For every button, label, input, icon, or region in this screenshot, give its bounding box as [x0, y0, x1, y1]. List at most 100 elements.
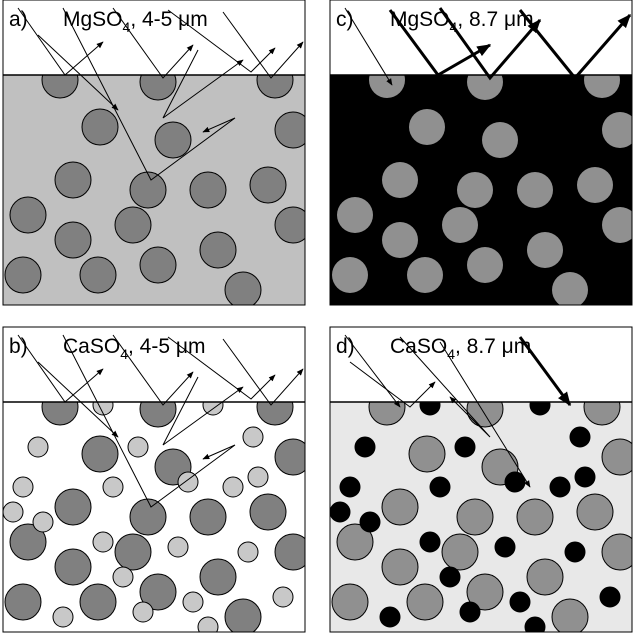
large-particle	[190, 499, 226, 535]
large-particle	[140, 247, 176, 283]
large-particle	[552, 272, 588, 308]
panel-label: b)	[9, 335, 28, 358]
panel-title: CaSO4, 4-5 μm	[63, 335, 205, 362]
small-particle	[340, 477, 360, 497]
large-particle	[190, 172, 226, 208]
large-particle	[382, 162, 418, 198]
large-particle	[584, 62, 620, 98]
large-particle	[602, 439, 634, 475]
large-particle	[225, 272, 261, 308]
large-particle	[332, 257, 368, 293]
small-particle	[273, 587, 293, 607]
small-particle	[33, 512, 53, 532]
large-particle	[337, 197, 373, 233]
small-particle	[330, 502, 350, 522]
large-particle	[467, 391, 503, 427]
large-particle	[80, 584, 116, 620]
subscript: 4	[120, 346, 128, 362]
large-particle	[527, 559, 563, 595]
formula: CaSO	[63, 335, 120, 358]
ray	[223, 339, 303, 405]
large-particle	[409, 436, 445, 472]
large-particle	[407, 584, 443, 620]
large-particle	[382, 222, 418, 258]
small-particle	[460, 602, 480, 622]
large-particle	[257, 62, 293, 98]
large-particle	[5, 257, 41, 293]
large-particle	[442, 207, 478, 243]
small-particle	[510, 592, 530, 612]
large-particle	[155, 122, 191, 158]
large-particle	[275, 207, 311, 243]
small-particle	[93, 395, 113, 415]
ray	[350, 362, 435, 407]
formula: MgSO	[390, 8, 450, 31]
small-particle	[53, 607, 73, 627]
panel: b) CaSO4, 4-5 μm	[3, 327, 311, 637]
small-particle	[420, 395, 440, 415]
small-particle	[128, 437, 148, 457]
large-particle	[200, 559, 236, 595]
large-particle	[115, 207, 151, 243]
small-particle	[455, 437, 475, 457]
small-particle	[420, 532, 440, 552]
condition: , 4-5 μm	[130, 8, 207, 31]
small-particle	[168, 537, 188, 557]
large-particle	[55, 162, 91, 198]
large-particle	[275, 112, 311, 148]
small-particle	[430, 477, 450, 497]
small-particle	[600, 587, 620, 607]
large-particle	[584, 389, 620, 425]
large-particle	[482, 122, 518, 158]
small-particle	[243, 427, 263, 447]
large-particle	[517, 172, 553, 208]
large-particle	[577, 494, 613, 530]
large-particle	[250, 494, 286, 530]
large-particle	[275, 439, 311, 475]
large-particle	[332, 584, 368, 620]
small-particle	[530, 395, 550, 415]
large-particle	[467, 247, 503, 283]
panel-label: a)	[9, 8, 28, 31]
large-particle	[55, 489, 91, 525]
small-particle	[550, 477, 570, 497]
large-particle	[257, 389, 293, 425]
large-particle	[82, 109, 118, 145]
small-particle	[133, 602, 153, 622]
small-particle	[203, 395, 223, 415]
large-particle	[369, 62, 405, 98]
small-particle	[113, 567, 133, 587]
large-particle	[82, 436, 118, 472]
ray	[223, 12, 303, 78]
large-particle	[382, 489, 418, 525]
large-particle	[407, 257, 443, 293]
small-particle	[183, 592, 203, 612]
panel-label: c)	[336, 8, 354, 31]
large-particle	[409, 109, 445, 145]
small-particle	[103, 477, 123, 497]
small-particle	[565, 542, 585, 562]
panel-title: CaSO4, 8.7 μm	[390, 335, 531, 362]
small-particle	[238, 542, 258, 562]
condition: , 4-5 μm	[128, 335, 205, 358]
large-particle	[250, 167, 286, 203]
large-particle	[130, 499, 166, 535]
small-particle	[360, 512, 380, 532]
large-particle	[275, 534, 311, 570]
small-particle	[3, 502, 23, 522]
large-particle	[225, 599, 261, 635]
large-particle	[442, 534, 478, 570]
large-particle	[200, 232, 236, 268]
subscript: 4	[123, 19, 131, 35]
large-particle	[5, 584, 41, 620]
figure: a)MgSO4, 4-5 μmb)CaSO4, 4-5 μmc)MgSO4, 8…	[0, 0, 634, 637]
large-particle	[517, 499, 553, 535]
large-particle	[55, 222, 91, 258]
small-particle	[248, 467, 268, 487]
panel: a) MgSO4, 4-5 μm	[3, 0, 311, 308]
small-particle	[223, 477, 243, 497]
small-particle	[495, 537, 515, 557]
large-particle	[80, 257, 116, 293]
small-particle	[93, 532, 113, 552]
formula: MgSO	[63, 8, 123, 31]
